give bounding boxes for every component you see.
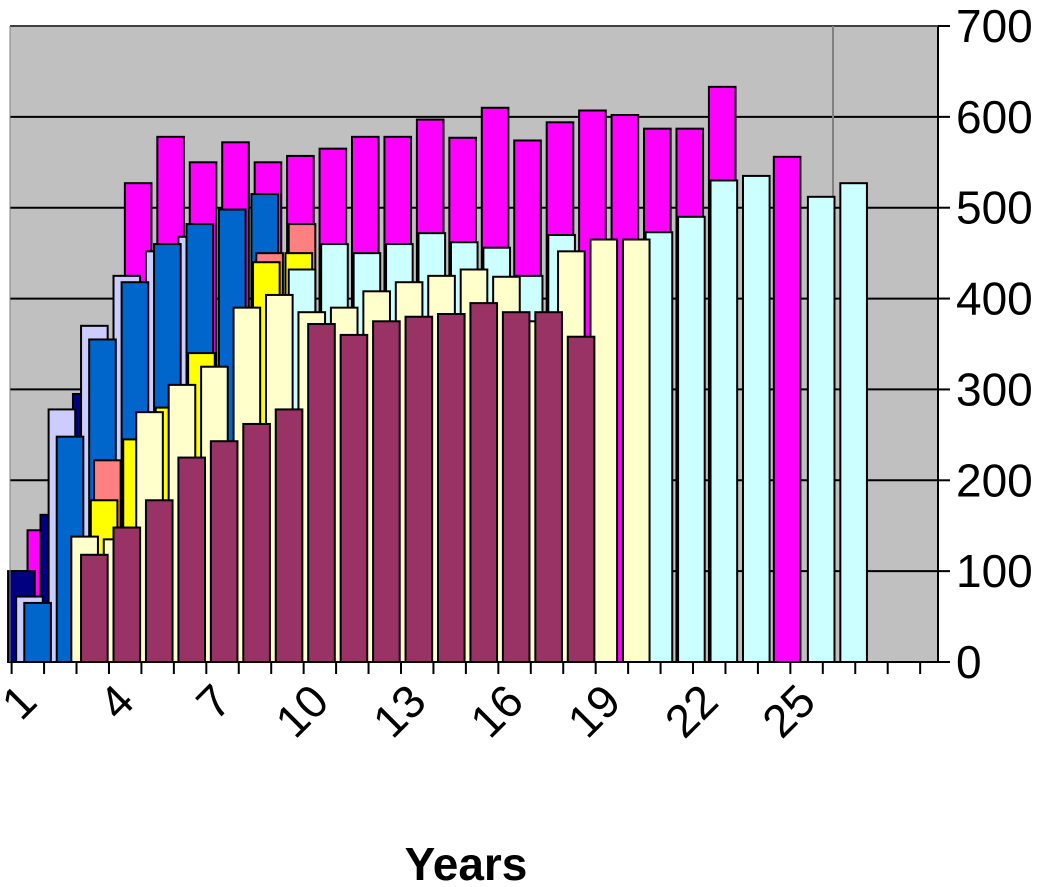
y-tick-label-100: 100: [956, 545, 1033, 597]
x-tick-label-22: 22: [655, 674, 728, 747]
bar-s9-c13: [436, 313, 466, 663]
y-tick-label-700: 700: [956, 0, 1033, 52]
bar-s4-c1: [23, 601, 52, 664]
y-tick-label-600: 600: [956, 91, 1033, 143]
bar-s9-c2: [80, 553, 109, 663]
x-tick-label-1: 1: [0, 674, 46, 729]
x-tick-label-10: 10: [265, 674, 338, 747]
bar-s9-c10: [339, 333, 369, 663]
bar-s9-c6: [209, 440, 239, 663]
bar-s9-c17: [566, 335, 596, 663]
bar-s9-c14: [469, 302, 499, 663]
bar-s9-c3: [112, 526, 142, 663]
bar-s9-c15: [501, 311, 531, 663]
y-tick-label-500: 500: [956, 182, 1033, 234]
bar-s7-c23: [741, 174, 771, 664]
y-tick-label-300: 300: [956, 363, 1033, 415]
bar-s9-c16: [534, 311, 563, 663]
bar-s9-c11: [372, 320, 401, 663]
bar-s7-c25: [806, 195, 836, 663]
bar-s1-c24: [772, 155, 802, 663]
y-tick-label-200: 200: [956, 454, 1033, 506]
y-tick-label-0: 0: [956, 636, 982, 688]
bar-s7-c21: [677, 215, 706, 664]
y-tick-labels: 0 100 200 300 400 500 600 700: [956, 0, 1033, 688]
bar-s9-c7: [242, 422, 271, 663]
x-tick-label-7: 7: [186, 674, 241, 729]
x-tick-label-13: 13: [363, 674, 436, 747]
bar-s7-c22: [709, 179, 739, 663]
x-tick-label-16: 16: [460, 674, 533, 747]
bar-s9-c9: [307, 323, 336, 663]
bar-s8-c19: [621, 238, 651, 663]
bar-s9-c8: [274, 408, 304, 663]
x-tick-label-19: 19: [557, 674, 630, 747]
bar-s9-c5: [177, 456, 207, 664]
y-tick-label-400: 400: [956, 273, 1033, 325]
bar-s9-c12: [404, 315, 434, 663]
x-tick-label-25: 25: [752, 674, 825, 747]
x-axis-title: Years: [405, 838, 528, 887]
bar-s7-c26: [839, 182, 868, 663]
bar-s9-c4: [144, 499, 174, 663]
axes: [9, 25, 950, 674]
x-tick-label-4: 4: [89, 674, 144, 729]
x-tick-labels: 1 4 7 10 13 16 19 22 25: [0, 674, 825, 747]
